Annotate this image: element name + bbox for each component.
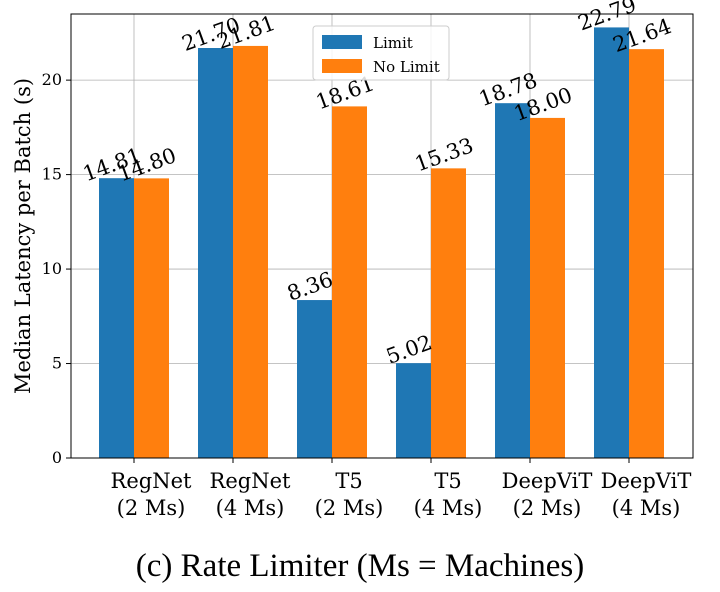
x-axis: RegNet (2 Ms) RegNet (4 Ms) T5 (2 Ms) T5 (4 Ms)… — [111, 458, 692, 520]
bar-limit — [594, 27, 629, 459]
data-label: 8.36 — [284, 267, 336, 306]
legend-entry: Limit — [373, 34, 413, 52]
bar-no-limit — [233, 45, 268, 459]
plot-frame — [70, 13, 694, 459]
bar-no-limit — [431, 168, 466, 459]
bar-no-limit — [629, 49, 664, 459]
chart: 0 5 10 15 20 RegNet (2 Ms) RegNet (4 Ms) T5 (2 Ms… — [11, 0, 694, 520]
legend-swatch — [322, 59, 362, 73]
bar-limit — [495, 103, 530, 459]
figure-caption: (c) Rate Limiter (Ms = Machines) — [135, 548, 585, 584]
x-tick-label: RegNet (2 Ms) — [111, 469, 192, 520]
y-tick-label: 20 — [42, 70, 62, 89]
bars — [99, 27, 664, 459]
y-axis: 0 5 10 15 20 — [42, 70, 71, 467]
x-tick-label: RegNet (4 Ms) — [210, 469, 291, 520]
bar-limit — [297, 300, 332, 458]
y-tick-label: 10 — [42, 259, 62, 278]
data-label: 5.02 — [383, 330, 435, 369]
legend: Limit No Limit — [312, 25, 450, 81]
legend-swatch — [322, 35, 362, 49]
legend-entry: No Limit — [373, 58, 440, 76]
y-tick-label: 5 — [52, 354, 62, 373]
x-tick-label: T5 (4 Ms) — [414, 469, 483, 520]
x-tick-label: T5 (2 Ms) — [315, 469, 384, 520]
bar-limit — [396, 363, 431, 458]
bar-limit — [99, 178, 134, 458]
y-tick-label: 0 — [52, 448, 62, 467]
x-tick-label: DeepViT (4 Ms) — [601, 469, 692, 520]
bar-no-limit — [134, 178, 169, 459]
bar-limit — [198, 48, 233, 458]
bar-no-limit — [530, 117, 565, 459]
bar-no-limit — [332, 106, 367, 459]
y-tick-label: 15 — [42, 165, 62, 184]
x-tick-label: DeepViT (2 Ms) — [502, 469, 593, 520]
y-axis-label: Median Latency per Batch (s) — [11, 78, 35, 394]
